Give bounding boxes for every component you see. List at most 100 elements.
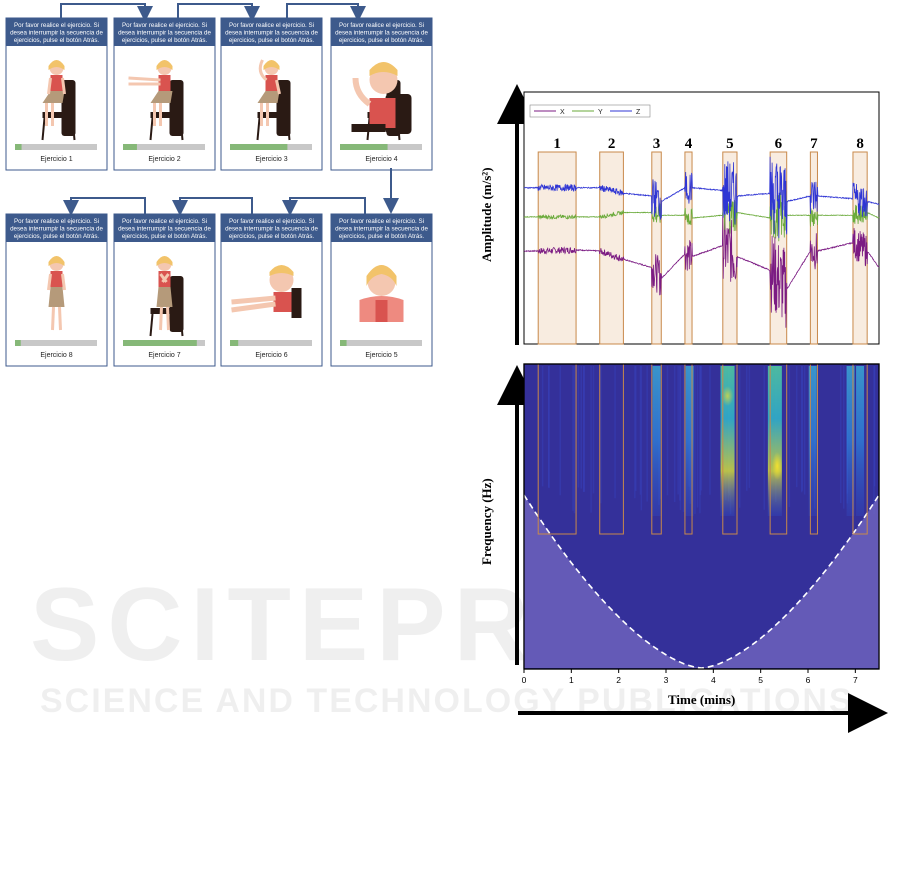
sensor-chart: Amplitude (m/s²) Frequency (Hz) Time (mi… <box>479 84 888 733</box>
progress-fill <box>340 340 347 346</box>
instruction-text: ejercicios, pulse el botón Atrás. <box>339 233 425 240</box>
shirt-icon <box>50 75 63 91</box>
app-screen-card: Por favor realice el ejercicio. Sidesea … <box>330 17 433 171</box>
time-axis-title: Time (mins) <box>668 692 735 707</box>
spectrogram-streak <box>580 366 582 489</box>
skirt-icon <box>42 91 65 103</box>
chair-seat <box>150 112 183 118</box>
chair-leg <box>41 117 46 141</box>
spectrogram-streak <box>577 366 580 488</box>
segment-label: 5 <box>726 136 734 152</box>
spectrogram-streak <box>582 366 585 492</box>
amplitude-plot-area <box>523 91 880 345</box>
instruction-text: Por favor realice el ejercicio. Si <box>339 218 424 225</box>
instruction-text: desea interrumpir la secuencia de <box>118 226 211 233</box>
x-tick-label: 3 <box>664 675 669 685</box>
instruction-text: Por favor realice el ejercicio. Si <box>122 22 207 29</box>
arrow-5-6 <box>282 197 366 216</box>
segment-label: 4 <box>685 136 693 152</box>
spectrogram-streak <box>873 366 876 487</box>
spectrogram-streak <box>738 366 741 508</box>
segment-label: 1 <box>553 136 561 152</box>
spectrogram-content <box>541 366 876 516</box>
arrow-7-8 <box>63 197 146 216</box>
progress-fill <box>230 144 288 150</box>
series-line-z <box>523 156 880 239</box>
skirt-icon <box>150 91 173 103</box>
spectrogram-streak <box>699 366 702 496</box>
skirt-icon <box>156 287 173 307</box>
progress-fill <box>230 340 239 346</box>
spectrogram-streak <box>646 366 648 502</box>
spectrogram-streak <box>795 366 798 488</box>
skirt-icon <box>257 91 280 103</box>
chair-leg <box>286 117 291 141</box>
instruction-text: ejercicios, pulse el botón Atrás. <box>229 37 315 44</box>
spectrogram-streak <box>803 366 806 495</box>
shirt-icon <box>375 300 388 322</box>
chair-seat <box>42 112 75 118</box>
card-header <box>221 214 322 242</box>
app-screen-card: Por favor realice el ejercicio. Sidesea … <box>5 213 108 367</box>
spectrogram-streak <box>763 366 766 510</box>
hair-icon <box>366 265 397 286</box>
instruction-text: ejercicios, pulse el botón Atrás. <box>122 37 208 44</box>
segment-labels: 1 2 3 4 5 6 7 8 <box>553 136 863 152</box>
spectrogram-streak <box>801 366 804 491</box>
head-icon <box>269 268 294 292</box>
app-screen-card: Por favor realice el ejercicio. Sidesea … <box>5 17 108 171</box>
exercise-label: Ejercicio 4 <box>365 156 397 163</box>
spectrogram-streak <box>635 366 637 491</box>
arrow-2-3 <box>177 3 260 22</box>
arm-icon <box>61 77 66 95</box>
spectrogram-peak <box>772 452 783 480</box>
legend: X Y Z <box>529 104 651 118</box>
instruction-text: Por favor realice el ejercicio. Si <box>229 22 314 29</box>
app-screen-card: Por favor realice el ejercicio. Sidesea … <box>220 213 323 367</box>
hair-icon <box>156 256 173 266</box>
spectrogram-streak <box>709 366 711 495</box>
spectrogram-streak <box>679 366 682 511</box>
instruction-text: desea interrumpir la secuencia de <box>10 226 103 233</box>
app-screen-card: Por favor realice el ejercicio. Sidesea … <box>113 213 216 367</box>
instruction-text: ejercicios, pulse el botón Atrás. <box>339 37 425 44</box>
spectrogram-streak <box>634 366 636 499</box>
chair-leg <box>71 117 76 141</box>
accelerometer-series <box>523 156 880 328</box>
instruction-text: ejercicios, pulse el botón Atrás. <box>229 233 315 240</box>
x-tick-label: 6 <box>806 675 811 685</box>
card-header <box>114 214 215 242</box>
leg-icon <box>51 306 55 331</box>
progress-track <box>230 340 312 346</box>
spectrogram-streak <box>548 366 550 488</box>
exercise-label: Ejercicio 6 <box>255 352 287 359</box>
spectrogram-hotspot <box>856 366 865 516</box>
spectrogram-streak <box>696 366 699 508</box>
spectrogram-streak <box>559 366 562 496</box>
legend-label-x: X <box>560 109 565 116</box>
hair-icon <box>269 265 294 276</box>
spectrogram-hotspot <box>846 366 855 516</box>
spectrogram-segment-boxes <box>537 363 868 535</box>
spectrogram-hotspot <box>685 366 694 516</box>
progress-fill <box>123 340 197 346</box>
x-tick-label: 5 <box>758 675 763 685</box>
arrow-6-7 <box>172 197 253 216</box>
spectrogram-streak <box>679 366 681 501</box>
instruction-text: ejercicios, pulse el botón Atrás. <box>14 233 100 240</box>
spectrogram-streak <box>788 366 791 508</box>
spectrogram-streak <box>746 366 748 491</box>
arm-icon <box>231 301 276 313</box>
hair-icon <box>263 60 280 70</box>
segment-label: 8 <box>856 136 864 152</box>
arm-icon <box>47 273 52 291</box>
arm-icon <box>352 77 372 107</box>
segment-label: 3 <box>653 136 661 152</box>
hair-icon <box>156 60 173 70</box>
spectrogram-streak <box>572 366 574 511</box>
chair-seat <box>257 112 290 118</box>
spectrogram-hotspot <box>808 366 817 516</box>
progress-fill <box>15 340 21 346</box>
instruction-text: desea interrumpir la secuencia de <box>225 226 318 233</box>
time-axis-ticks: 0 1 2 3 4 5 6 7 <box>522 669 858 685</box>
